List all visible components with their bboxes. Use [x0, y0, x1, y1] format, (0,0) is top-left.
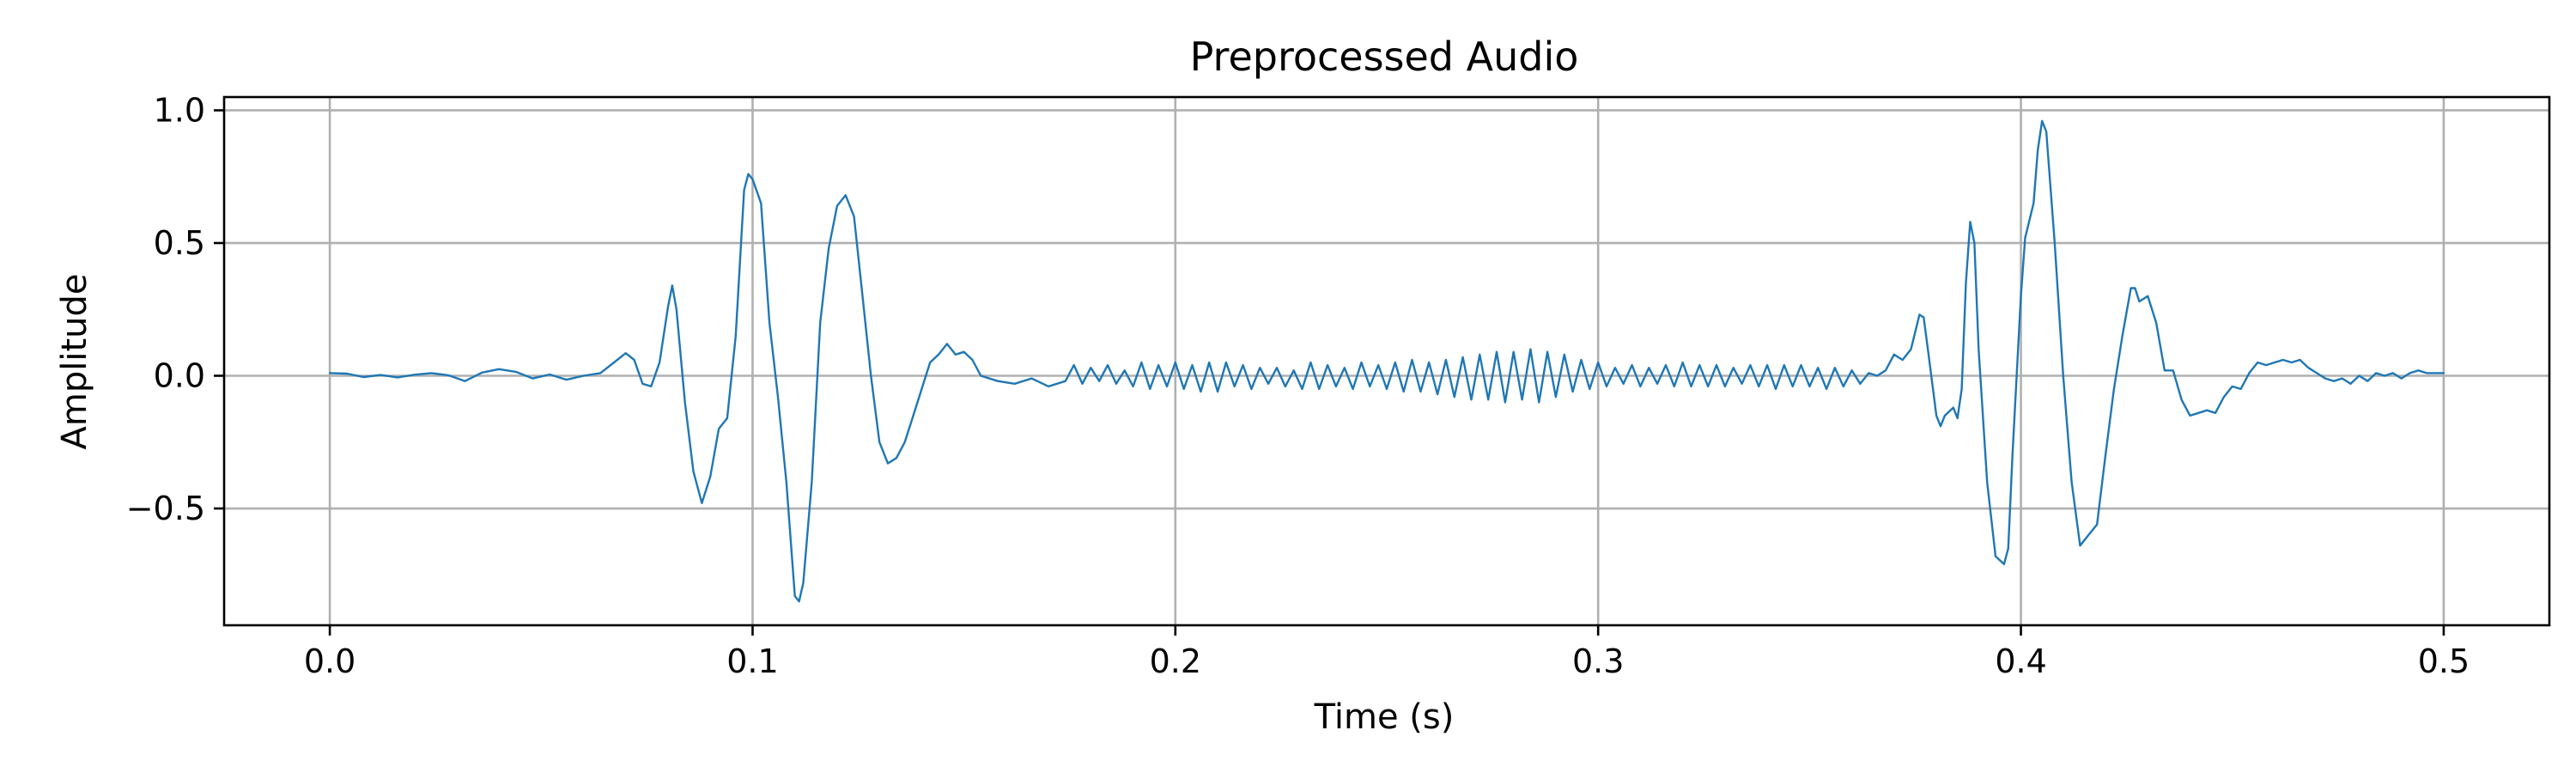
x-tick-label: 0.3	[1572, 642, 1624, 680]
x-tick-label: 0.5	[2418, 642, 2470, 680]
plot-area-frame	[222, 95, 2551, 627]
y-tick-label: −0.5	[126, 490, 205, 527]
grid	[224, 97, 2549, 625]
chart-title: Preprocessed Audio	[1190, 33, 1579, 80]
y-tick-label: 1.0	[154, 91, 205, 129]
x-tick-label: 0.4	[1995, 642, 2046, 680]
x-axis-label: Time (s)	[1314, 697, 1455, 737]
x-tick-label: 0.0	[304, 642, 355, 680]
audio-waveform-line	[328, 119, 2445, 603]
y-tick-label: 0.0	[154, 356, 205, 394]
y-tick-label: 0.5	[154, 224, 205, 262]
x-tick-label: 0.2	[1150, 642, 1201, 680]
y-axis-ticks: −0.5 0.0 0.5 1.0	[126, 91, 224, 527]
plot-series	[328, 119, 2445, 603]
x-tick-label: 0.1	[726, 642, 778, 680]
x-axis-ticks: 0.0 0.1 0.2 0.3 0.4 0.5	[304, 625, 2470, 680]
y-axis-label: Amplitude	[55, 274, 94, 450]
